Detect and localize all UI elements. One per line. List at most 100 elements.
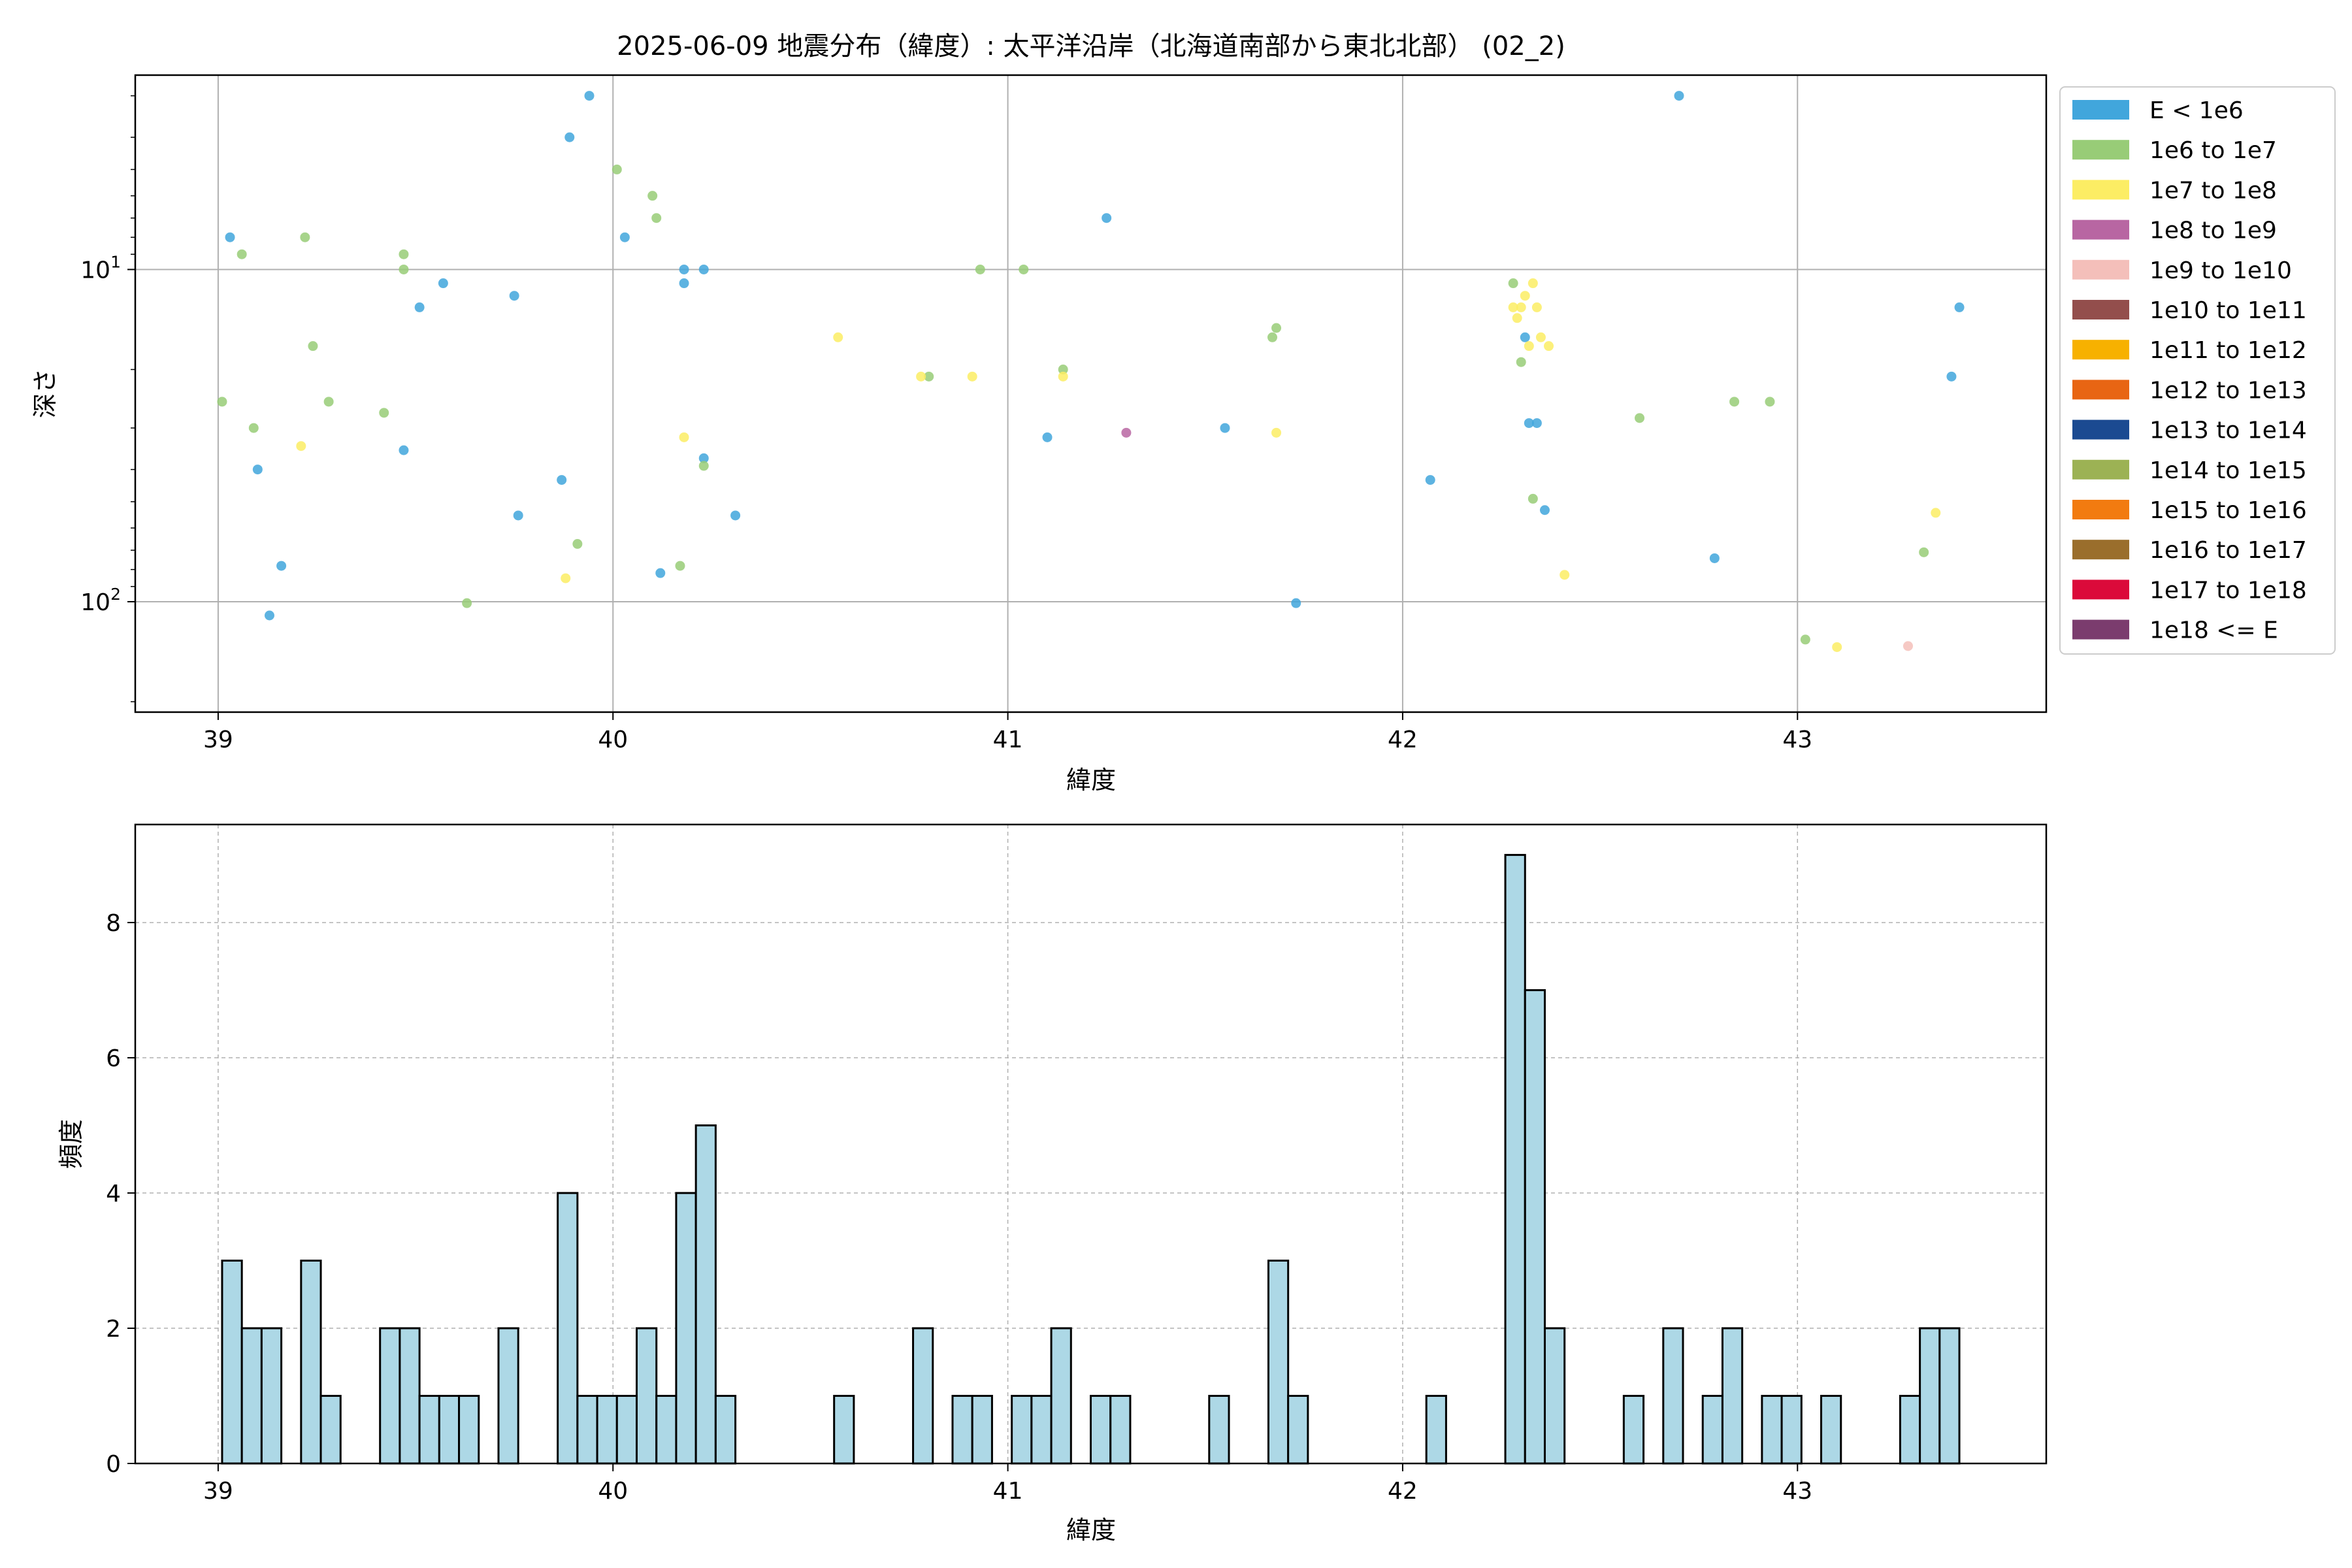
histogram-x-tick-label: 42 — [1388, 1478, 1418, 1505]
histogram-bar — [1938, 1327, 1961, 1465]
legend-label: 1e18 <= E — [2149, 617, 2278, 644]
histogram-bar — [379, 1327, 401, 1465]
legend-swatch — [2072, 259, 2129, 280]
histogram-bar — [576, 1395, 598, 1465]
scatter-point — [1765, 397, 1775, 407]
histogram-bar — [1524, 989, 1546, 1465]
scatter-point — [916, 371, 926, 382]
scatter-point — [1220, 423, 1230, 433]
scatter-point — [1832, 642, 1842, 652]
scatter-point — [513, 510, 523, 521]
scatter-point — [975, 264, 985, 274]
scatter-point — [276, 561, 287, 571]
histogram-ticks: 39 40 41 42 43 0 2 4 6 8 — [106, 910, 1812, 1505]
scatter-point — [967, 371, 977, 382]
scatter-point — [651, 213, 662, 223]
scatter-point — [1508, 278, 1518, 289]
scatter-point — [399, 445, 409, 455]
scatter-point — [655, 568, 666, 578]
histogram-plot-area — [135, 825, 2046, 1463]
legend-swatch — [2072, 380, 2129, 400]
histogram-y-tick-label: 6 — [106, 1045, 121, 1072]
scatter-y-tick-label: 102 — [80, 585, 121, 616]
scatter-point — [1531, 302, 1542, 312]
scatter-point — [509, 291, 519, 301]
scatter-point — [1121, 427, 1132, 438]
histogram-bar — [300, 1260, 322, 1465]
scatter-panel: 39 40 41 42 43 101 102 緯度 深さ — [31, 74, 2048, 794]
scatter-point — [1946, 371, 1957, 382]
legend-swatch — [2072, 419, 2129, 440]
histogram-x-tick-label: 41 — [993, 1478, 1023, 1505]
histogram-bar — [1425, 1395, 1447, 1465]
scatter-x-tick-label: 39 — [203, 727, 233, 753]
scatter-point — [1019, 264, 1029, 274]
legend-label: 1e15 to 1e16 — [2149, 497, 2307, 524]
scatter-point — [612, 164, 622, 174]
scatter-point — [399, 249, 409, 259]
scatter-point — [1674, 91, 1684, 101]
histogram-bar — [418, 1395, 440, 1465]
scatter-point — [1527, 493, 1538, 504]
histogram-bar — [833, 1395, 855, 1465]
scatter-point — [1512, 313, 1522, 323]
histogram-bar — [1622, 1395, 1645, 1465]
scatter-point — [1042, 432, 1053, 442]
histogram-bar — [1780, 1395, 1803, 1465]
histogram-bar — [1820, 1395, 1842, 1465]
scatter-point — [698, 461, 709, 471]
histogram-bar — [1287, 1395, 1309, 1465]
histogram-bar — [655, 1395, 678, 1465]
scatter-point — [225, 232, 235, 242]
scatter-point — [1516, 357, 1526, 367]
legend-swatch — [2072, 619, 2129, 640]
scatter-point — [399, 264, 409, 274]
scatter-point — [462, 598, 472, 608]
scatter-ticks: 39 40 41 42 43 101 102 — [80, 95, 1812, 753]
histogram-y-tick-label: 2 — [106, 1316, 121, 1343]
scatter-point — [379, 408, 389, 418]
scatter-point — [679, 432, 689, 442]
legend: E < 1e6 1e6 to 1e7 1e7 to 1e8 1e8 to 1e9 1e9… — [2059, 86, 2336, 655]
histogram-bar — [912, 1327, 934, 1465]
scatter-point — [1271, 427, 1282, 438]
scatter-points — [217, 91, 1965, 652]
legend-label: E < 1e6 — [2149, 97, 2244, 124]
scatter-x-tick-label: 42 — [1388, 727, 1418, 753]
scatter-point — [1516, 302, 1526, 312]
scatter-point — [323, 397, 334, 407]
histogram-bar — [694, 1124, 717, 1465]
scatter-point — [1520, 291, 1530, 301]
scatter-point — [675, 561, 685, 571]
histogram-bar — [399, 1327, 421, 1465]
legend-swatch — [2072, 580, 2129, 600]
scatter-point — [300, 232, 310, 242]
histogram-bar — [1701, 1395, 1723, 1465]
legend-items: E < 1e6 1e6 to 1e7 1e7 to 1e8 1e8 to 1e9 1e9… — [2072, 97, 2307, 644]
scatter-point — [1102, 213, 1112, 223]
scatter-point — [1425, 475, 1435, 485]
histogram-bar — [1267, 1260, 1290, 1465]
scatter-point — [1291, 598, 1301, 608]
legend-label: 1e17 to 1e18 — [2149, 577, 2307, 604]
scatter-x-tick-label: 41 — [993, 727, 1023, 753]
scatter-point — [698, 453, 709, 463]
histogram-bar — [1011, 1395, 1033, 1465]
histogram-bar — [1761, 1395, 1783, 1465]
scatter-point — [730, 510, 741, 521]
scatter-point — [1903, 641, 1913, 651]
histogram-bar — [971, 1395, 993, 1465]
legend-label: 1e16 to 1e17 — [2149, 537, 2307, 564]
histogram-bar — [1662, 1327, 1684, 1465]
scatter-point — [647, 191, 658, 201]
scatter-point — [619, 232, 630, 242]
scatter-point — [1058, 371, 1068, 382]
histogram-bar — [714, 1395, 737, 1465]
scatter-point — [248, 423, 259, 433]
histogram-bar — [1208, 1395, 1230, 1465]
histogram-bar — [497, 1327, 519, 1465]
scatter-point — [252, 465, 263, 475]
histogram-bar — [1543, 1327, 1566, 1465]
scatter-point — [924, 371, 934, 382]
histogram-bar — [615, 1395, 638, 1465]
